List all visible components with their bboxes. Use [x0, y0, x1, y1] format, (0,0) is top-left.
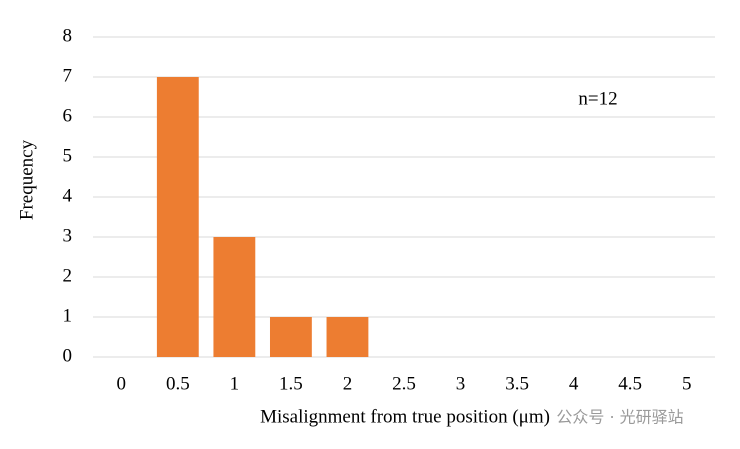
x-tick-label: 1	[230, 373, 240, 394]
y-tick-label: 8	[63, 25, 73, 46]
bar	[269, 317, 312, 357]
bar	[213, 237, 256, 357]
bar	[156, 77, 199, 357]
y-axis-title: Frequency	[16, 139, 37, 220]
x-tick-label: 3.5	[505, 373, 529, 394]
y-tick-label: 1	[63, 305, 73, 326]
y-tick-label: 6	[63, 105, 73, 126]
x-tick-label: 4.5	[618, 373, 642, 394]
x-axis-title: Misalignment from true position (μm)	[260, 406, 550, 427]
y-tick-label: 5	[63, 145, 73, 166]
y-tick-label: 0	[63, 345, 73, 366]
x-tick-label: 0.5	[166, 373, 190, 394]
watermark: 公众号 · 光研驿站	[556, 408, 683, 427]
x-tick-label: 4	[569, 373, 579, 394]
y-tick-label: 2	[63, 265, 73, 286]
x-tick-label: 2.5	[392, 373, 416, 394]
x-tick-label: 5	[682, 373, 692, 394]
y-tick-label: 4	[63, 185, 73, 206]
y-tick-label: 7	[63, 65, 73, 86]
x-tick-label: 0	[117, 373, 127, 394]
x-tick-label: 1.5	[279, 373, 303, 394]
x-tick-label: 3	[456, 373, 466, 394]
bar	[326, 317, 369, 357]
y-tick-label: 3	[63, 225, 73, 246]
annotation: n=12	[578, 88, 617, 109]
x-tick-label: 2	[343, 373, 353, 394]
